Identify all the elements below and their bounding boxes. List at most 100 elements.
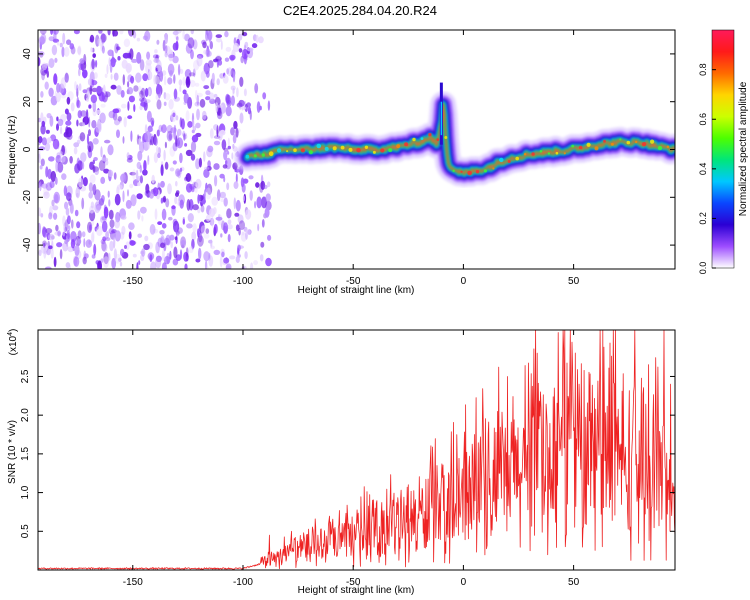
noise-blob: [186, 199, 191, 211]
noise-blob: [176, 36, 179, 41]
noise-blob: [82, 69, 88, 79]
ridge-hotspot: [444, 136, 448, 139]
noise-blob: [77, 238, 82, 245]
colorbar-label: Normalized spectral amplitude: [738, 81, 749, 216]
noise-blob: [107, 190, 110, 198]
noise-blob: [116, 46, 121, 50]
noise-blob: [90, 80, 98, 86]
noise-blob: [129, 48, 134, 60]
noise-blob: [145, 62, 152, 75]
noise-blob: [190, 141, 197, 153]
noise-blob: [216, 189, 221, 202]
noise-blob: [168, 216, 173, 221]
noise-blob: [156, 129, 160, 137]
noise-blob: [144, 235, 149, 242]
noise-blob: [57, 161, 64, 173]
colorbar: 0.0 0.2 0.4 0.6 0.8 Normalized spectral ampl…: [698, 29, 749, 274]
noise-blob: [66, 192, 72, 202]
noise-blob: [185, 173, 192, 182]
noise-blob: [263, 184, 268, 190]
ridge-hotspot: [380, 148, 385, 153]
noise-blob: [128, 222, 135, 230]
noise-blob: [53, 256, 57, 268]
noise-blob: [205, 228, 210, 235]
noise-blob: [128, 231, 132, 240]
noise-blob: [143, 243, 150, 251]
ridge-hotspot: [467, 170, 472, 176]
noise-blob: [164, 161, 169, 170]
noise-blob: [225, 265, 231, 269]
noise-blob: [182, 76, 186, 86]
noise-blob: [52, 38, 60, 43]
noise-blob: [213, 93, 218, 98]
noise-blob: [97, 260, 102, 269]
ridge-hotspot: [340, 145, 345, 150]
noise-blob: [55, 224, 59, 232]
noise-blob: [103, 206, 109, 219]
noise-blob: [151, 174, 155, 184]
noise-blob: [162, 195, 167, 203]
noise-blob: [191, 129, 195, 134]
noise-blob: [175, 115, 179, 121]
x-tick-label: -100: [233, 276, 253, 287]
noise-blob: [100, 176, 106, 184]
noise-blob: [204, 260, 208, 269]
noise-blob: [183, 92, 189, 104]
x-tick-label: 0: [461, 577, 467, 588]
noise-blob: [238, 48, 243, 53]
ridge-hotspot: [619, 138, 622, 141]
noise-blob: [104, 139, 111, 144]
noise-blob: [198, 232, 203, 243]
noise-blob: [267, 181, 271, 188]
noise-blob: [179, 117, 183, 128]
noise-blob: [198, 247, 202, 260]
noise-blob: [197, 194, 200, 204]
noise-blob: [82, 256, 87, 265]
noise-blob: [247, 229, 252, 235]
ridge-hotspot: [404, 142, 409, 147]
noise-blob: [175, 192, 179, 198]
noise-blob: [213, 223, 218, 234]
ridge-hotspot: [515, 156, 519, 161]
noise-blob: [192, 68, 196, 78]
colorbar-tick-label: 0.6: [698, 113, 708, 126]
noise-blob: [224, 30, 229, 38]
noise-blob: [101, 195, 105, 203]
ridge-hotspot: [475, 170, 480, 174]
noise-blob: [183, 133, 186, 141]
snr-x-label: Height of straight line (km): [298, 585, 415, 596]
noise-blob: [223, 150, 228, 161]
noise-blob: [172, 112, 176, 118]
noise-blob: [172, 55, 179, 64]
noise-blob: [59, 151, 64, 157]
noise-blob: [145, 183, 150, 194]
noise-blob: [229, 255, 236, 260]
noise-blob: [137, 233, 142, 238]
noise-blob: [161, 124, 167, 134]
noise-blob: [203, 151, 206, 162]
noise-blob: [66, 96, 71, 105]
noise-blob: [168, 133, 172, 141]
noise-blob: [43, 191, 50, 199]
noise-blob: [235, 173, 238, 184]
noise-blob: [239, 76, 244, 87]
noise-blob: [181, 239, 186, 246]
noise-blob: [215, 34, 222, 38]
y-tick-label: 0: [22, 146, 33, 152]
noise-blob: [176, 137, 184, 149]
noise-blob: [48, 233, 55, 241]
noise-blob: [169, 167, 175, 172]
noise-blob: [101, 45, 105, 54]
noise-blob: [219, 124, 224, 130]
noise-blob: [70, 231, 77, 243]
noise-blob: [235, 199, 241, 212]
noise-blob: [191, 231, 197, 241]
noise-blob: [67, 215, 71, 225]
noise-blob: [107, 169, 114, 177]
noise-blob: [48, 87, 54, 98]
snr-axes: -150 -100 -50 0 50 0.5 1.0 1.5 2.0 2.5: [20, 330, 675, 588]
noise-blob: [82, 89, 88, 94]
noise-blob: [137, 210, 141, 220]
noise-blob: [45, 129, 50, 134]
noise-blob: [225, 263, 232, 269]
